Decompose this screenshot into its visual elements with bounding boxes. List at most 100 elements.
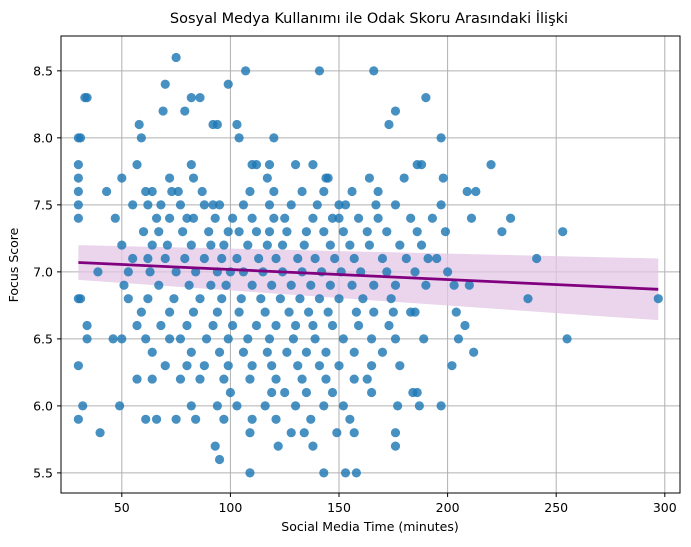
data-point: [175, 334, 186, 344]
data-point: [299, 240, 309, 250]
x-axis-ticks: 50 100 150 200 250 300: [114, 493, 677, 515]
data-point: [297, 374, 307, 384]
data-point: [323, 307, 333, 317]
data-point: [334, 200, 344, 210]
data-point: [340, 200, 351, 210]
data-point: [162, 240, 173, 250]
data-point: [286, 428, 296, 438]
data-point: [366, 387, 377, 398]
data-point: [234, 307, 244, 317]
data-point: [290, 160, 301, 170]
data-point: [297, 186, 307, 197]
data-point: [212, 307, 222, 317]
data-point: [412, 227, 422, 237]
data-point: [390, 106, 401, 116]
data-point: [390, 441, 401, 451]
data-point: [238, 347, 249, 357]
data-point: [206, 240, 216, 250]
y-tick-label: 6.0: [33, 398, 53, 413]
data-point: [273, 441, 283, 451]
data-point: [245, 186, 255, 197]
data-point: [132, 160, 142, 170]
data-point: [217, 294, 227, 304]
data-point: [188, 307, 199, 317]
data-point: [393, 401, 403, 411]
data-point: [164, 173, 175, 183]
data-point: [197, 186, 207, 197]
data-point: [314, 66, 325, 76]
data-point: [377, 347, 388, 357]
data-point: [147, 240, 157, 250]
data-point: [241, 66, 251, 76]
data-point: [558, 227, 568, 237]
data-point: [214, 200, 225, 210]
data-point: [186, 240, 196, 250]
data-point: [245, 374, 255, 384]
data-point: [486, 160, 496, 170]
data-point: [323, 173, 333, 183]
data-point: [151, 414, 162, 424]
data-point: [171, 267, 181, 277]
y-tick-label: 8.5: [33, 63, 53, 78]
data-point: [416, 240, 427, 250]
data-point: [319, 227, 329, 237]
data-point: [219, 414, 229, 424]
confidence-band-layer: [78, 245, 659, 321]
data-point: [390, 280, 401, 290]
data-point: [416, 160, 427, 170]
data-point: [366, 361, 377, 371]
data-point: [143, 200, 153, 210]
data-point: [73, 186, 83, 197]
data-point: [171, 414, 181, 424]
data-point: [156, 200, 166, 210]
data-point: [282, 227, 292, 237]
data-point: [453, 334, 464, 344]
data-point: [366, 334, 377, 344]
data-point: [223, 334, 233, 344]
data-point: [321, 347, 331, 357]
plot-frame: [60, 35, 681, 494]
data-point: [156, 320, 166, 331]
data-point: [410, 307, 420, 317]
data-point: [338, 401, 348, 411]
data-point: [436, 401, 446, 411]
data-point: [301, 347, 312, 357]
data-point: [219, 374, 229, 384]
data-point: [308, 160, 318, 170]
data-point: [73, 414, 83, 424]
data-point: [186, 93, 196, 103]
data-point: [275, 294, 285, 304]
data-point: [160, 361, 170, 371]
data-point: [290, 401, 301, 411]
data-point: [267, 361, 277, 371]
data-point: [232, 401, 242, 411]
data-point: [371, 200, 381, 210]
data-point: [334, 213, 344, 223]
data-point: [284, 307, 294, 317]
data-point: [199, 200, 209, 210]
data-point: [143, 294, 153, 304]
y-tick-label: 7.0: [33, 264, 53, 279]
data-point: [204, 227, 214, 237]
data-point: [219, 240, 229, 250]
data-point: [158, 106, 168, 116]
data-point: [199, 361, 209, 371]
data-point: [505, 213, 516, 223]
data-point: [73, 200, 83, 210]
data-point: [154, 227, 164, 237]
data-point: [460, 320, 470, 331]
data-point: [195, 294, 205, 304]
data-point: [349, 428, 359, 438]
data-point: [141, 414, 151, 424]
data-point: [653, 294, 663, 304]
data-point: [247, 280, 257, 290]
data-point: [362, 227, 372, 237]
data-point: [95, 428, 105, 438]
data-point: [390, 334, 401, 344]
data-point: [180, 106, 190, 116]
data-point: [75, 294, 86, 304]
data-point: [110, 213, 120, 223]
data-point: [390, 200, 401, 210]
data-point: [390, 428, 401, 438]
data-point: [314, 361, 325, 371]
